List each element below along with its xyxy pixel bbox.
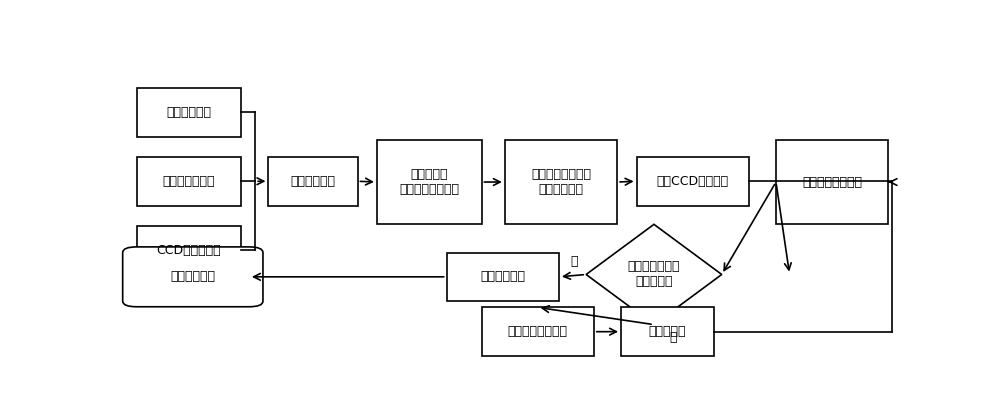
- FancyBboxPatch shape: [123, 247, 263, 307]
- FancyBboxPatch shape: [137, 226, 241, 274]
- Text: 偏转方位标定: 偏转方位标定: [170, 270, 215, 283]
- FancyBboxPatch shape: [137, 157, 241, 206]
- Text: 否: 否: [670, 331, 677, 344]
- FancyBboxPatch shape: [505, 140, 617, 224]
- Text: 是: 是: [571, 256, 578, 269]
- FancyBboxPatch shape: [447, 252, 559, 301]
- Text: 关闭所有电源: 关闭所有电源: [480, 270, 525, 283]
- Text: 打开CCD及荧光屏: 打开CCD及荧光屏: [657, 175, 729, 188]
- FancyBboxPatch shape: [482, 307, 594, 356]
- FancyBboxPatch shape: [377, 140, 482, 224]
- Text: 条纹管旋转: 条纹管旋转: [649, 325, 686, 338]
- FancyBboxPatch shape: [637, 157, 749, 206]
- Text: 打开条纹管高压源
成像到荧光屏: 打开条纹管高压源 成像到荧光屏: [531, 168, 591, 196]
- Text: 条纹管加偏转电压: 条纹管加偏转电压: [802, 175, 862, 188]
- Text: 调节条纹管
光管成像在阴极面: 调节条纹管 光管成像在阴极面: [399, 168, 459, 196]
- FancyBboxPatch shape: [776, 140, 888, 224]
- FancyBboxPatch shape: [137, 88, 241, 137]
- Text: CCD调平及接线: CCD调平及接线: [157, 244, 221, 257]
- Text: 条纹变像管调平: 条纹变像管调平: [163, 175, 215, 188]
- FancyBboxPatch shape: [268, 157, 358, 206]
- FancyBboxPatch shape: [621, 307, 714, 356]
- Text: 平行光管调平: 平行光管调平: [166, 106, 211, 119]
- Text: 打开光管电源: 打开光管电源: [290, 175, 335, 188]
- Text: 关闭条纹管高压源: 关闭条纹管高压源: [508, 325, 568, 338]
- Text: 像偏转轨迹比对
平行或重合: 像偏转轨迹比对 平行或重合: [628, 260, 680, 289]
- Polygon shape: [586, 224, 722, 325]
